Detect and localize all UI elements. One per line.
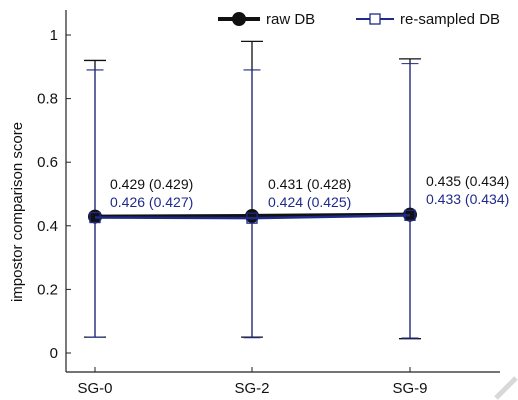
x-tick-label: SG-0 xyxy=(77,380,112,397)
y-tick-label: 0.4 xyxy=(37,218,58,235)
data-point xyxy=(246,212,258,224)
y-axis-label: impostor comparison score xyxy=(9,122,26,302)
y-tick-label: 0.2 xyxy=(37,281,58,298)
data-label: 0.424 (0.425) xyxy=(268,194,351,210)
data-label: 0.431 (0.428) xyxy=(268,176,351,192)
y-tick-label: 0.6 xyxy=(37,154,58,171)
legend-marker-raw xyxy=(232,12,246,26)
series-layer xyxy=(84,40,421,340)
error-bars-resampled xyxy=(86,63,419,339)
legend-label-resampled: re-sampled DB xyxy=(400,11,500,28)
annotations: 0.429 (0.429) 0.426 (0.427) 0.431 (0.428) 0… xyxy=(110,173,509,210)
y-tick-label: 0.8 xyxy=(37,91,58,108)
series-resampled xyxy=(89,209,416,224)
y-tick-label: 1 xyxy=(50,27,58,44)
data-label: 0.435 (0.434) xyxy=(426,173,509,189)
data-point xyxy=(404,209,416,221)
legend-label-raw: raw DB xyxy=(266,11,315,28)
data-label: 0.433 (0.434) xyxy=(426,191,509,207)
y-tick-label: 0 xyxy=(50,345,58,362)
legend: raw DB re-sampled DB xyxy=(218,11,500,28)
corner-decoration xyxy=(494,376,518,400)
data-label: 0.426 (0.427) xyxy=(110,194,193,210)
data-label: 0.429 (0.429) xyxy=(110,176,193,192)
x-tick-label: SG-2 xyxy=(234,380,269,397)
data-point xyxy=(89,211,101,224)
series-line xyxy=(94,214,411,220)
legend-marker-resampled xyxy=(369,13,381,25)
x-tick-label: SG-9 xyxy=(392,380,427,397)
axes: 0 0.2 0.4 0.6 0.8 1 SG-0 SG-2 SG-9 xyxy=(37,10,518,400)
